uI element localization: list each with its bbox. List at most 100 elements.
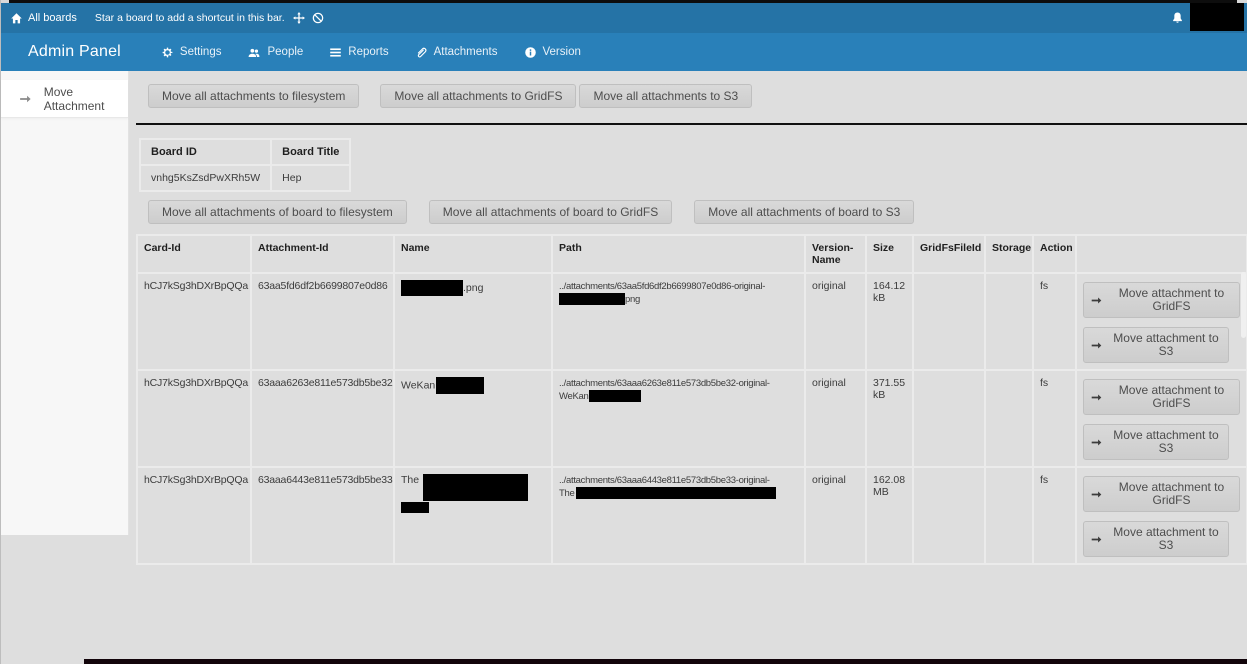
cell-size: 164.12 kB (865, 272, 914, 371)
cell-buttons: Move attachment to GridFS Move attachmen… (1075, 272, 1247, 371)
move-board-to-filesystem-button[interactable]: Move all attachments of board to filesys… (148, 200, 407, 224)
page-title: Admin Panel (28, 43, 121, 60)
attachment-row: hCJ7kSg3hDXrBpQQa 63aaa6263e811e573db5be… (136, 369, 1247, 468)
cell-attachment-id: 63aa5fd6df2b6699807e0d86 (250, 272, 395, 371)
cell-gridfsfileid (912, 369, 986, 468)
star-hint-text: Star a board to add a shortcut in this b… (94, 12, 285, 24)
notifications-bell-icon[interactable] (1171, 11, 1184, 25)
redacted-text (423, 474, 529, 501)
redacted-text (436, 377, 485, 394)
cell-card-id: hCJ7kSg3hDXrBpQQa (136, 272, 252, 371)
cell-action: fs (1032, 272, 1077, 371)
storage-header: Storage (984, 234, 1034, 274)
nav-reports[interactable]: Reports (329, 46, 389, 59)
gridfsfileid-header: GridFsFileId (912, 234, 986, 274)
cell-version-name: original (804, 272, 867, 371)
nav-attachments[interactable]: Attachments (415, 46, 498, 59)
cell-path: ../attachments/63aaa6443e811e573db5be33-… (551, 466, 806, 565)
board-row: vnhg5KsZsdPwXRh5W Hep (138, 164, 352, 192)
move-board-to-s3-button[interactable]: Move all attachments of board to S3 (694, 200, 915, 224)
size-header: Size (865, 234, 914, 274)
attachment-id-header: Attachment-Id (250, 234, 395, 274)
nav-version[interactable]: Version (524, 46, 581, 59)
cell-name: .png (393, 272, 553, 371)
attachments-table: Card-Id Attachment-Id Name Path Version-… (136, 234, 1247, 565)
board-id-cell: vnhg5KsZsdPwXRh5W (138, 164, 273, 192)
top-black-line (9, 0, 1237, 3)
ban-icon[interactable] (312, 12, 324, 24)
nav-settings[interactable]: Settings (161, 46, 222, 59)
board-table: Board ID Board Title vnhg5KsZsdPwXRh5W H… (138, 138, 352, 192)
name-header: Name (393, 234, 553, 274)
arrow-right-icon (20, 95, 31, 102)
move-all-to-s3-button[interactable]: Move all attachments to S3 (579, 84, 753, 108)
move-attachment-to-s3-button[interactable]: Move attachment to S3 (1083, 521, 1229, 557)
move-attachment-to-s3-button[interactable]: Move attachment to S3 (1083, 327, 1229, 363)
global-move-buttons: Move all attachments to filesystem Move … (136, 84, 1247, 108)
cell-gridfsfileid (912, 466, 986, 565)
people-icon (249, 48, 260, 57)
paperclip-icon (417, 47, 427, 57)
user-menu-redacted[interactable] (1190, 3, 1244, 31)
home-icon (11, 12, 22, 23)
nav-attachments-label: Attachments (433, 46, 498, 58)
window-top-edge (1, 0, 1247, 3)
arrow-right-icon (1091, 438, 1102, 446)
cell-size: 162.08 MB (865, 466, 914, 565)
cell-action: fs (1032, 369, 1077, 468)
move-attachment-to-gridfs-button[interactable]: Move attachment to GridFS (1083, 476, 1240, 512)
cell-buttons: Move attachment to GridFS Move attachmen… (1075, 466, 1247, 565)
cell-path: ../attachments/63aaa6263e811e573db5be32-… (551, 369, 806, 468)
nav-people[interactable]: People (247, 46, 303, 59)
arrow-right-icon (1091, 535, 1102, 543)
cell-storage (984, 466, 1034, 565)
bottom-black-bar (84, 659, 1247, 664)
move-attachment-to-gridfs-button[interactable]: Move attachment to GridFS (1083, 379, 1240, 415)
main-panel: Move all attachments to filesystem Move … (136, 71, 1247, 565)
arrow-right-icon (1091, 490, 1102, 498)
cell-name: The (393, 466, 553, 565)
all-boards-link[interactable]: All boards (1, 12, 77, 25)
move-attachment-to-s3-button[interactable]: Move attachment to S3 (1083, 424, 1229, 460)
attachment-row: hCJ7kSg3hDXrBpQQa 63aa5fd6df2b6699807e0d… (136, 272, 1247, 371)
action-header: Action (1032, 234, 1077, 274)
top-bar: All boards Star a board to add a shortcu… (1, 3, 1247, 33)
cell-buttons: Move attachment to GridFS Move attachmen… (1075, 369, 1247, 468)
move-board-to-gridfs-button[interactable]: Move all attachments of board to GridFS (428, 200, 673, 224)
cell-version-name: original (804, 369, 867, 468)
cell-gridfsfileid (912, 272, 986, 371)
admin-nav: Settings People Reports Attachments Vers… (161, 46, 607, 59)
sidebar-item-move-attachment[interactable]: Move Attachment (1, 80, 128, 118)
board-move-buttons: Move all attachments of board to filesys… (136, 200, 1247, 224)
board-id-header: Board ID (138, 138, 273, 166)
arrow-right-icon (1091, 341, 1102, 349)
cell-storage (984, 369, 1034, 468)
all-boards-label: All boards (28, 12, 77, 24)
nav-people-label: People (267, 46, 304, 58)
content-area: Move Attachment Move all attachments to … (1, 71, 1247, 664)
buttons-header (1075, 234, 1247, 274)
move-attachment-to-gridfs-button[interactable]: Move attachment to GridFS (1083, 282, 1240, 318)
move-all-to-gridfs-button[interactable]: Move all attachments to GridFS (380, 84, 577, 108)
redacted-text (401, 280, 463, 296)
redacted-text (576, 487, 777, 500)
redacted-text (401, 501, 429, 513)
move-all-to-filesystem-button[interactable]: Move all attachments to filesystem (148, 84, 360, 108)
cell-card-id: hCJ7kSg3hDXrBpQQa (136, 369, 252, 468)
scrollbar-thumb[interactable] (1241, 272, 1246, 338)
cell-size: 371.55 kB (865, 369, 914, 468)
attachment-row: hCJ7kSg3hDXrBpQQa 63aaa6443e811e573db5be… (136, 466, 1247, 565)
cell-card-id: hCJ7kSg3hDXrBpQQa (136, 466, 252, 565)
nav-settings-label: Settings (179, 46, 222, 58)
cell-version-name: original (804, 466, 867, 565)
nav-reports-label: Reports (348, 46, 389, 58)
cell-attachment-id: 63aaa6443e811e573db5be33 (250, 466, 395, 565)
gear-icon (162, 47, 173, 57)
move-arrows-icon[interactable] (292, 12, 305, 24)
sidebar-item-label: Move Attachment (43, 84, 105, 113)
cell-path: ../attachments/63aa5fd6df2b6699807e0d86-… (551, 272, 806, 371)
admin-panel-bar: Admin Panel Settings People Reports Atta… (1, 33, 1247, 71)
list-icon (330, 47, 342, 57)
cell-storage (984, 272, 1034, 371)
arrow-right-icon (1091, 393, 1102, 401)
